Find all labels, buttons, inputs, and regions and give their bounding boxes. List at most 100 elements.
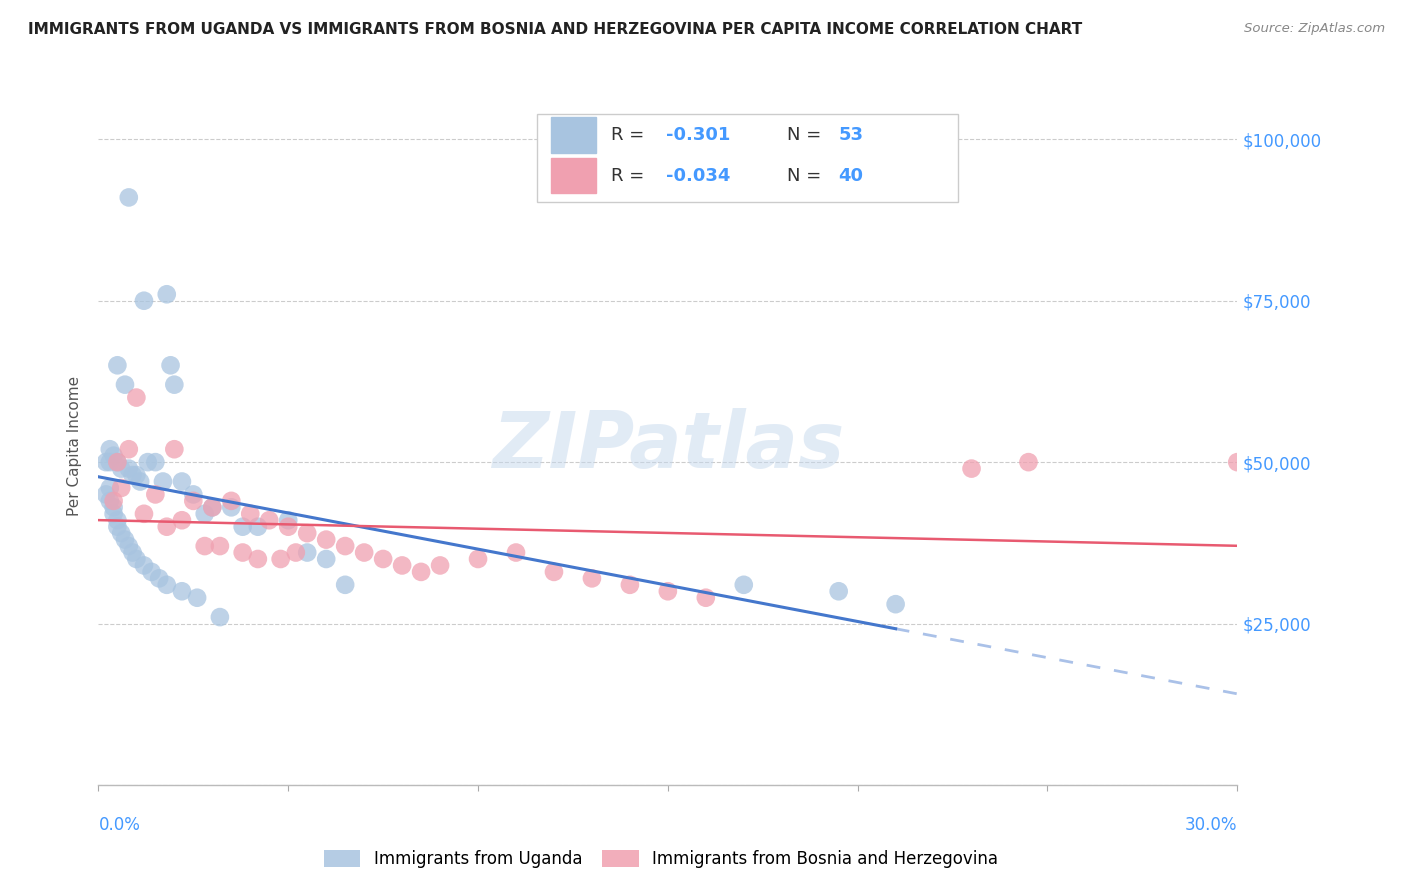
Point (118, 461, 141, 475)
Point (132, 507, 155, 521)
Point (145, 455, 167, 469)
Point (132, 558, 155, 573)
Point (828, 584, 851, 599)
Point (884, 597, 907, 611)
Point (467, 552, 489, 566)
Point (114, 377, 136, 392)
Point (232, 545, 254, 559)
Point (98, 481, 121, 495)
Point (159, 359, 181, 373)
Point (107, 455, 129, 469)
Point (208, 610, 231, 624)
Point (411, 565, 433, 579)
Point (371, 552, 394, 566)
Point (246, 552, 269, 566)
Point (156, 519, 179, 533)
Point (98, 455, 121, 469)
Text: 53: 53 (839, 126, 863, 144)
Point (156, 287, 179, 301)
Point (194, 507, 217, 521)
Point (1226, 455, 1249, 469)
Point (1018, 455, 1040, 469)
Point (335, 578, 357, 592)
Text: -0.034: -0.034 (665, 167, 730, 185)
Point (141, 565, 163, 579)
Point (429, 558, 451, 573)
Point (94, 455, 117, 469)
Point (103, 500, 125, 515)
Point (129, 475, 152, 489)
Text: R =: R = (612, 126, 650, 144)
Point (183, 487, 205, 501)
Point (107, 455, 129, 469)
Point (170, 513, 193, 527)
Point (121, 468, 143, 483)
Text: -0.301: -0.301 (665, 126, 730, 144)
Point (543, 565, 565, 579)
Point (118, 539, 141, 553)
Point (170, 584, 193, 599)
Point (110, 461, 132, 475)
Point (107, 359, 129, 373)
Point (125, 552, 148, 566)
Point (277, 513, 299, 527)
Point (136, 455, 159, 469)
Point (581, 571, 603, 585)
Bar (551, 158, 596, 194)
Y-axis label: Per Capita Income: Per Capita Income (67, 376, 83, 516)
Point (118, 190, 141, 204)
Point (246, 519, 269, 533)
Text: 40: 40 (839, 167, 863, 185)
Point (103, 449, 125, 463)
Point (335, 539, 357, 553)
Text: Source: ZipAtlas.com: Source: ZipAtlas.com (1244, 22, 1385, 36)
Point (170, 475, 193, 489)
Point (98, 494, 121, 508)
Text: 0.0%: 0.0% (98, 816, 141, 834)
Point (110, 481, 132, 495)
Point (695, 591, 717, 605)
Point (315, 552, 337, 566)
Point (208, 539, 231, 553)
Point (98, 442, 121, 457)
Text: ZIPatlas: ZIPatlas (492, 408, 844, 484)
Point (152, 475, 174, 489)
Point (110, 526, 132, 541)
Point (297, 526, 319, 541)
Text: N =: N = (787, 167, 827, 185)
Point (505, 545, 527, 559)
Point (277, 519, 299, 533)
Point (221, 494, 243, 508)
Point (103, 507, 125, 521)
Point (125, 391, 148, 405)
Point (221, 500, 243, 515)
Point (270, 552, 292, 566)
Point (201, 500, 224, 515)
Point (284, 545, 307, 559)
Point (125, 468, 148, 483)
Text: N =: N = (787, 126, 827, 144)
Point (145, 487, 167, 501)
Point (163, 377, 186, 392)
Text: R =: R = (612, 167, 650, 185)
Point (315, 533, 337, 547)
Point (297, 545, 319, 559)
Point (657, 584, 679, 599)
Point (353, 545, 375, 559)
Point (121, 545, 143, 559)
Point (148, 571, 170, 585)
Text: IMMIGRANTS FROM UGANDA VS IMMIGRANTS FROM BOSNIA AND HERZEGOVINA PER CAPITA INCO: IMMIGRANTS FROM UGANDA VS IMMIGRANTS FRO… (28, 22, 1083, 37)
Point (194, 539, 217, 553)
Point (94, 487, 117, 501)
Point (107, 519, 129, 533)
Point (114, 533, 136, 547)
Point (232, 519, 254, 533)
Point (733, 578, 755, 592)
Point (118, 442, 141, 457)
Point (107, 513, 129, 527)
Point (259, 513, 281, 527)
Point (103, 494, 125, 508)
Legend: Immigrants from Uganda, Immigrants from Bosnia and Herzegovina: Immigrants from Uganda, Immigrants from … (316, 843, 1005, 875)
Point (960, 461, 983, 475)
Point (156, 578, 179, 592)
